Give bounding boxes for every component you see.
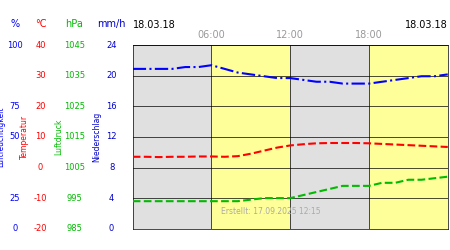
Text: hPa: hPa: [65, 19, 83, 29]
Text: 16: 16: [106, 102, 117, 111]
Text: 1025: 1025: [64, 102, 85, 111]
Text: 25: 25: [9, 194, 20, 202]
Text: 18.03.18: 18.03.18: [133, 20, 176, 30]
Text: 0: 0: [38, 163, 43, 172]
Text: Luftdruck: Luftdruck: [54, 119, 63, 155]
Text: mm/h: mm/h: [97, 19, 126, 29]
Text: 30: 30: [35, 71, 46, 80]
Text: 4: 4: [109, 194, 114, 202]
Text: 100: 100: [7, 40, 22, 50]
Text: 995: 995: [67, 194, 82, 202]
Text: 20: 20: [35, 102, 46, 111]
Text: -20: -20: [34, 224, 47, 233]
Text: 985: 985: [66, 224, 82, 233]
Text: 1035: 1035: [64, 71, 85, 80]
Text: 10: 10: [35, 132, 46, 141]
Text: 1015: 1015: [64, 132, 85, 141]
Text: °C: °C: [35, 19, 46, 29]
Text: Niederschlag: Niederschlag: [92, 112, 101, 162]
Text: 12: 12: [106, 132, 117, 141]
Text: 18.03.18: 18.03.18: [405, 20, 448, 30]
Text: 0: 0: [109, 224, 114, 233]
Text: 50: 50: [9, 132, 20, 141]
Text: Luftfeuchtigkeit: Luftfeuchtigkeit: [0, 106, 5, 167]
Text: Temperatur: Temperatur: [20, 115, 29, 159]
Text: 8: 8: [109, 163, 114, 172]
Text: 1045: 1045: [64, 40, 85, 50]
Text: 1005: 1005: [64, 163, 85, 172]
Text: 0: 0: [12, 224, 18, 233]
Text: -10: -10: [34, 194, 47, 202]
Text: 20: 20: [106, 71, 117, 80]
Bar: [369, 45, 448, 229]
Text: 40: 40: [35, 40, 46, 50]
Text: %: %: [10, 19, 19, 29]
Bar: [212, 45, 290, 229]
Text: 75: 75: [9, 102, 20, 111]
Text: Erstellt: 17.09.2025 12:15: Erstellt: 17.09.2025 12:15: [221, 207, 320, 216]
Text: 24: 24: [106, 40, 117, 50]
